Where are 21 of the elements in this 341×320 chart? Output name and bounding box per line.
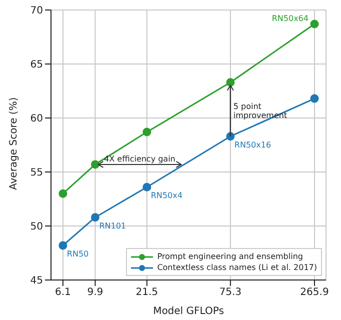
x-tick-label: 6.1 — [54, 287, 71, 298]
annotation: RN101 — [99, 221, 126, 230]
legend-label: Contextless class names (Li et al. 2017) — [156, 262, 317, 273]
x-tick-label: 9.9 — [87, 287, 104, 298]
y-axis-title: Average Score (%) — [8, 97, 20, 190]
annotation: RN50x4 — [150, 191, 182, 200]
annotation: RN50 — [66, 249, 89, 258]
y-tick-label: 55 — [30, 168, 43, 179]
x-axis-title: Model GFLOPs — [153, 306, 224, 317]
annotation: RN50x64 — [272, 14, 308, 24]
y-tick-label: 70 — [30, 6, 43, 17]
y-tick-label: 50 — [30, 222, 43, 233]
y-tick-label: 45 — [30, 276, 43, 287]
legend-label: Prompt engineering and ensembling — [156, 251, 304, 262]
y-tick-label: 65 — [30, 60, 43, 71]
x-tick-label: 21.5 — [136, 287, 158, 298]
annotation: 4X efficiency gain — [104, 154, 176, 164]
y-tick-label: 60 — [30, 114, 43, 125]
annotation: RN50x16 — [234, 140, 272, 150]
x-tick-label: 265.9 — [300, 287, 329, 298]
x-tick-label: 75.3 — [219, 287, 242, 298]
